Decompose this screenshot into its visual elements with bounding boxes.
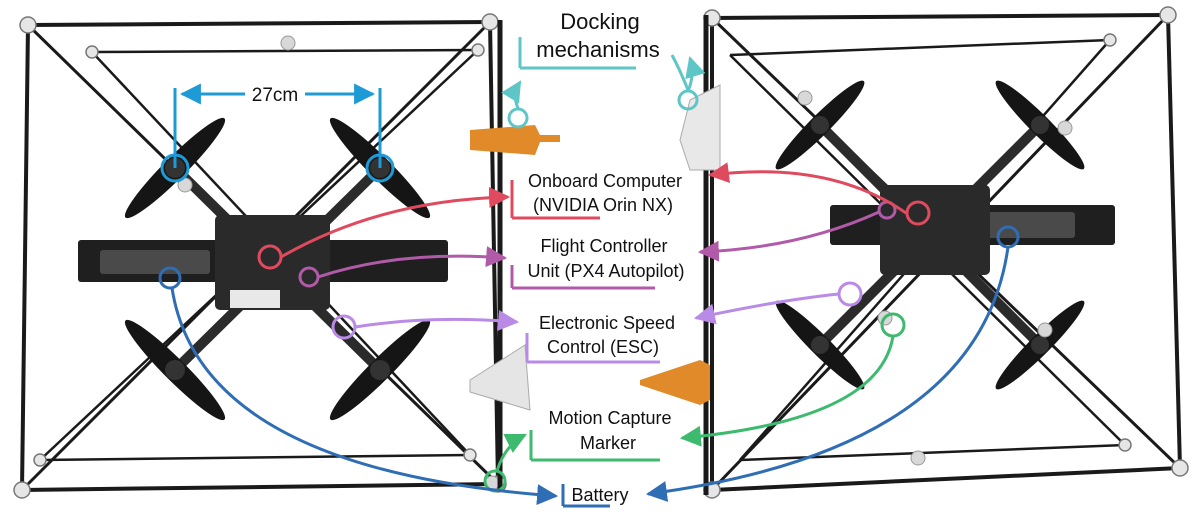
- mocap-label-line1: Motion Capture: [548, 408, 671, 428]
- fcu-label-line1: Flight Controller: [540, 236, 667, 256]
- docking-label-line1: Docking: [560, 9, 639, 34]
- dimension-label: 27cm: [252, 85, 298, 106]
- esc-label-line2: Control (ESC): [547, 337, 659, 357]
- esc-label-line1: Electronic Speed: [539, 313, 675, 333]
- right-battery-pack: [985, 212, 1075, 238]
- left-flight-board: [215, 215, 330, 310]
- right-motors: [811, 116, 1049, 354]
- battery-label: Battery: [571, 485, 628, 505]
- computer-label-line2: (NVIDIA Orin NX): [533, 195, 673, 215]
- docking-label-line2: mechanisms: [536, 37, 659, 62]
- docking-cone-top: [470, 125, 560, 155]
- labels: Docking mechanisms Onboard Computer (NVI…: [527, 9, 684, 505]
- mocap-label-line2: Marker: [580, 433, 636, 453]
- callout-lines: [170, 37, 1010, 508]
- fcu-label-line2: Unit (PX4 Autopilot): [527, 261, 684, 281]
- left-battery-pack: [100, 250, 210, 274]
- computer-label-line1: Onboard Computer: [528, 171, 682, 191]
- left-connectors: [230, 290, 280, 308]
- right-flight-board: [880, 185, 990, 275]
- docking-cone-right: [640, 360, 710, 405]
- left-corner-joints: [13, 13, 507, 499]
- right-drone: [640, 6, 1189, 499]
- dimension-annotation: 27cm: [160, 83, 395, 183]
- docking-cup-left: [469, 344, 531, 411]
- left-drone: [13, 13, 507, 499]
- docking-cup-right: [679, 84, 721, 171]
